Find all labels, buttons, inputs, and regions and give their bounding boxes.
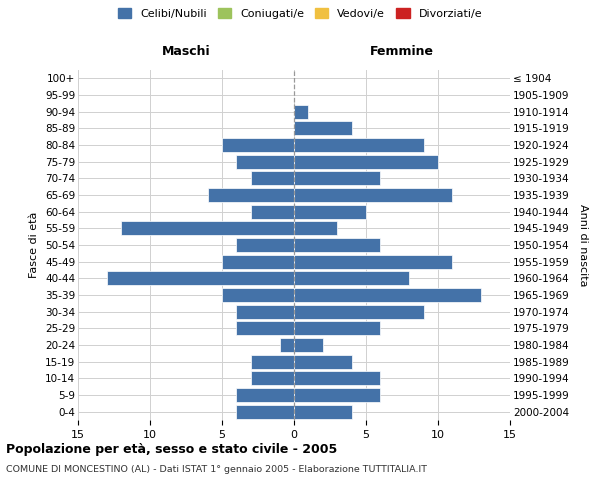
Bar (236, 322, 294, 336)
Bar (294, 104, 308, 118)
Bar (294, 322, 380, 336)
Bar (236, 404, 294, 419)
Bar (294, 171, 380, 186)
Bar (294, 254, 452, 269)
Bar (294, 154, 438, 169)
Bar (222, 138, 294, 152)
Bar (294, 204, 366, 219)
Bar (294, 371, 380, 386)
Bar (294, 354, 352, 369)
Bar (107, 271, 294, 285)
Bar (294, 404, 352, 419)
Bar (208, 188, 294, 202)
Bar (222, 288, 294, 302)
Bar (251, 204, 294, 219)
Bar (236, 304, 294, 319)
Bar (294, 188, 452, 202)
Bar (294, 304, 424, 319)
Bar (222, 254, 294, 269)
Text: Femmine: Femmine (370, 46, 434, 59)
Text: Maschi: Maschi (161, 46, 211, 59)
Bar (294, 121, 352, 136)
Bar (294, 271, 409, 285)
Bar (251, 354, 294, 369)
Bar (294, 221, 337, 236)
Bar (294, 138, 424, 152)
Y-axis label: Anni di nascita: Anni di nascita (578, 204, 588, 286)
Legend: Celibi/Nubili, Coniugati/e, Vedovi/e, Divorziati/e: Celibi/Nubili, Coniugati/e, Vedovi/e, Di… (118, 8, 482, 19)
Bar (121, 221, 294, 236)
Bar (294, 238, 380, 252)
Bar (294, 388, 380, 402)
Bar (280, 338, 294, 352)
Bar (251, 371, 294, 386)
Bar (251, 171, 294, 186)
Bar (236, 388, 294, 402)
Bar (236, 238, 294, 252)
Text: Popolazione per età, sesso e stato civile - 2005: Popolazione per età, sesso e stato civil… (6, 442, 337, 456)
Text: COMUNE DI MONCESTINO (AL) - Dati ISTAT 1° gennaio 2005 - Elaborazione TUTTITALIA: COMUNE DI MONCESTINO (AL) - Dati ISTAT 1… (6, 465, 427, 474)
Bar (294, 338, 323, 352)
Y-axis label: Fasce di età: Fasce di età (29, 212, 40, 278)
Bar (294, 288, 481, 302)
Bar (236, 154, 294, 169)
